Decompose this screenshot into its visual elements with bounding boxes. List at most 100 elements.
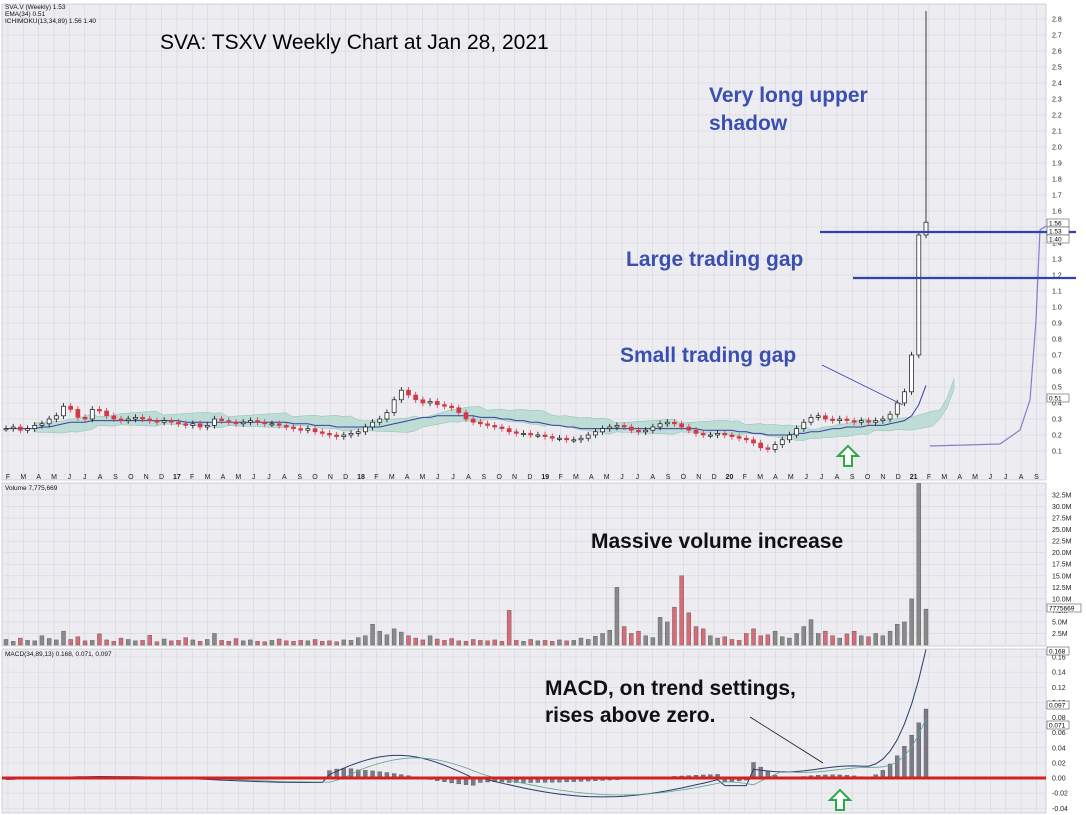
annotation-small-gap: Small trading gap xyxy=(620,344,796,367)
candle-body xyxy=(61,405,66,417)
candle-body xyxy=(427,401,433,404)
x-tick-label: A xyxy=(589,474,594,481)
candle-body xyxy=(672,421,677,425)
volume-y-tick: 2.5M xyxy=(1052,631,1068,638)
volume-y-tick: 15.0M xyxy=(1052,573,1072,580)
volume-bar xyxy=(32,640,37,646)
candle-body xyxy=(168,420,174,423)
volume-bar xyxy=(794,633,799,646)
x-tick-label: A xyxy=(957,474,962,481)
candle-body xyxy=(823,415,828,420)
volume-y-tick: 22.5M xyxy=(1052,539,1072,546)
volume-bar xyxy=(650,637,656,646)
volume-bar xyxy=(571,640,577,646)
macd-histogram-bar xyxy=(902,746,907,779)
x-tick-label: F xyxy=(558,474,562,481)
volume-bar xyxy=(262,641,267,646)
candle-body xyxy=(700,433,706,436)
volume-bar xyxy=(895,624,900,646)
candle-body xyxy=(758,442,764,449)
volume-bar xyxy=(758,635,763,646)
candle-body xyxy=(794,428,799,436)
volume-bar xyxy=(851,630,857,646)
price-y-tick: 2.4 xyxy=(1052,81,1062,88)
candle-body xyxy=(887,413,893,420)
candle-body xyxy=(269,423,275,426)
candle-body xyxy=(578,437,584,441)
volume-bar xyxy=(607,630,612,646)
volume-bar xyxy=(219,640,224,646)
candle-body xyxy=(204,425,210,428)
x-tick-label: F xyxy=(743,474,747,481)
volume-bar xyxy=(406,635,411,646)
ichimoku-cloud-band xyxy=(33,378,955,441)
x-tick-label: J xyxy=(451,474,455,481)
candle-body xyxy=(873,420,879,423)
x-tick-label: 20 xyxy=(726,474,734,481)
candle-body xyxy=(334,434,339,437)
volume-bar xyxy=(542,640,548,646)
candle-body xyxy=(413,394,419,401)
volume-bar xyxy=(686,612,692,646)
x-tick-label: O xyxy=(312,474,318,481)
x-tick-label: N xyxy=(512,474,517,481)
volume-bar xyxy=(866,636,871,646)
price-legend-ema: EMA(34) 0.51 xyxy=(5,11,45,18)
volume-bar xyxy=(736,640,742,646)
price-y-tick: 0.8 xyxy=(1052,337,1062,344)
x-tick-label: 21 xyxy=(910,474,918,481)
volume-bar xyxy=(636,630,641,646)
macd-y-tick: 0.08 xyxy=(1052,715,1066,722)
macd-y-tick: -0.04 xyxy=(1052,806,1068,813)
x-tick-label: F xyxy=(190,474,194,481)
price-y-tick: 1.2 xyxy=(1052,273,1062,280)
candle-body xyxy=(46,418,52,425)
volume-bar xyxy=(111,641,117,646)
candle-body xyxy=(909,354,914,393)
volume-bar xyxy=(205,639,210,646)
price-y-tick: 2.5 xyxy=(1052,65,1062,72)
volume-bar xyxy=(449,638,454,646)
candle-body xyxy=(226,420,232,423)
price-tags: 1.56 1.53 1.40 0.51 7775669 0.168 0.097 … xyxy=(1046,218,1082,730)
candle-body xyxy=(801,421,807,429)
candle-body xyxy=(779,439,785,445)
candle-body xyxy=(729,434,735,437)
volume-bar xyxy=(377,630,382,646)
annotation-upper-shadow-1: Very long upper xyxy=(709,84,868,107)
candle-body xyxy=(564,437,569,441)
candle-body xyxy=(398,389,404,401)
volume-legend: Volume 7,775,669 xyxy=(5,485,58,492)
candle-body xyxy=(772,444,778,450)
candle-body xyxy=(765,447,771,450)
volume-bars xyxy=(3,483,929,646)
macd-y-tick: -0.02 xyxy=(1052,791,1068,798)
volume-bar xyxy=(334,641,339,646)
candle-body xyxy=(348,433,354,436)
candle-body xyxy=(161,420,167,423)
volume-bar xyxy=(787,637,792,646)
candle-body xyxy=(715,433,720,436)
macd-panel xyxy=(1,648,1047,814)
candle-body xyxy=(82,417,88,420)
x-tick-label: A xyxy=(1019,474,1024,481)
candle-body xyxy=(53,415,59,420)
candle-body xyxy=(10,426,16,429)
candle-body xyxy=(370,421,375,428)
price-y-tick: 0.6 xyxy=(1052,369,1062,376)
macd-histogram-bar xyxy=(887,763,893,779)
volume-bar xyxy=(233,638,239,646)
volume-bar xyxy=(97,633,102,646)
candle-body xyxy=(844,418,850,421)
volume-bar xyxy=(801,626,807,646)
candle-body xyxy=(614,425,620,428)
volume-tag: 7775669 xyxy=(1049,606,1075,613)
price-panel xyxy=(1,3,1047,481)
candle-body xyxy=(657,423,663,428)
volume-bar xyxy=(305,640,311,646)
x-tick-label: O xyxy=(496,474,502,481)
candle-body xyxy=(190,423,196,426)
candle-body xyxy=(815,415,821,418)
volume-bar xyxy=(169,640,174,646)
candle-body xyxy=(18,426,23,431)
